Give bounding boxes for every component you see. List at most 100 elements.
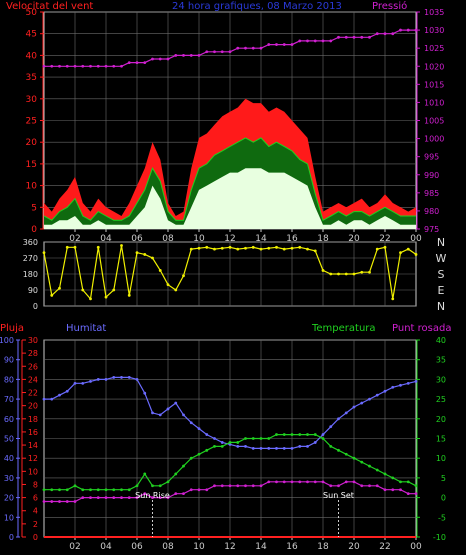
temperature-point — [197, 452, 201, 456]
wind-direction-point — [251, 245, 255, 249]
wind-direction-point — [120, 244, 123, 247]
temperature-point — [213, 444, 216, 448]
temperature-y-axis: -10 -5 0 5 10 15 20 25 30 35 40 — [416, 336, 446, 542]
humidity-point — [73, 381, 77, 385]
dewpoint-point — [151, 496, 154, 499]
x-tick-label: 00 — [410, 542, 422, 552]
humidity-point — [158, 413, 162, 417]
wind-tick-label: 25 — [26, 117, 37, 127]
temperature-point — [81, 488, 85, 492]
temperature-tick-label: 5 — [441, 474, 446, 483]
temperature-point — [174, 472, 178, 476]
x-tick-label: 02 — [69, 234, 80, 244]
direction-tick-label: 270 — [23, 254, 38, 263]
pressure-point — [383, 32, 387, 36]
dewpoint-point — [251, 484, 255, 488]
pressure-point — [42, 64, 46, 68]
dewpoint-point — [244, 484, 247, 488]
dewpoint-point — [96, 496, 100, 499]
pressure-point — [205, 50, 209, 54]
pressure-point — [135, 61, 139, 65]
dewpoint-point — [275, 480, 278, 484]
wind-direction-point — [151, 256, 154, 260]
pressure-tick-label: 975 — [424, 225, 439, 234]
temperature-point — [282, 433, 286, 436]
x-tick-label: 12 — [224, 542, 235, 552]
wind-y-axis: 0 5 10 15 20 25 30 35 40 45 50 — [26, 8, 44, 235]
wind-direction-point — [135, 251, 139, 255]
temperature-tick-label: 40 — [436, 336, 446, 345]
humidity-tick-label: 30 — [4, 474, 14, 483]
pressure-point — [158, 57, 162, 61]
pressure-point — [391, 32, 395, 36]
wind-direction-point — [329, 272, 333, 276]
dewpoint-point — [89, 496, 92, 499]
pressure-point — [81, 64, 85, 68]
compass-label: W — [436, 252, 447, 265]
wind-direction-point — [344, 272, 348, 276]
pressure-point — [375, 32, 379, 36]
temperature-point — [414, 484, 418, 488]
dewpoint-point — [50, 500, 54, 503]
wind-x-axis: 02 04 06 08 10 12 14 16 18 20 22 00 — [69, 229, 422, 244]
pressure-point — [267, 43, 271, 46]
wind-direction-point — [65, 245, 69, 249]
pressure-axis-title: Pressió — [372, 0, 407, 12]
temperature-point — [306, 433, 309, 436]
wind-tick-label: 20 — [26, 138, 38, 148]
humidity-point — [360, 401, 364, 405]
rain-label: Pluja — [0, 323, 24, 334]
humidity-tick-label: 60 — [4, 415, 14, 424]
humidity-tick-label: 10 — [4, 513, 14, 522]
compass-label: S — [438, 268, 445, 281]
pressure-point — [251, 46, 255, 50]
temperature-point — [182, 464, 185, 468]
temperature-point — [151, 484, 154, 488]
dewpoint-point — [383, 488, 387, 492]
x-tick-label: 16 — [286, 234, 298, 244]
humidity-tick-label: 20 — [4, 494, 14, 503]
x-tick-label: 10 — [193, 234, 205, 244]
pressure-point — [399, 28, 402, 32]
temperature-point — [96, 488, 100, 492]
wind-direction-point — [267, 246, 271, 250]
x-tick-label: 04 — [100, 542, 112, 552]
dewpoint-point — [337, 484, 340, 488]
pressure-y-axis: 975 980 985 990 995 1000 1005 1010 1015 1020 1025 1… — [416, 8, 444, 234]
x-tick-label: 22 — [379, 542, 390, 552]
x-tick-label: 16 — [286, 542, 298, 552]
wind-average-line — [43, 137, 416, 222]
pressure-point — [259, 46, 263, 50]
humidity-point — [58, 393, 61, 397]
rain-tick-label: 12 — [28, 454, 38, 463]
pressure-point — [344, 35, 348, 39]
wind-direction-point — [189, 247, 193, 251]
dewpoint-point — [189, 488, 193, 492]
humidity-point — [96, 378, 100, 381]
wind-direction-point — [158, 269, 162, 272]
pressure-tick-label: 1015 — [424, 80, 444, 89]
humidity-point — [197, 427, 201, 431]
pressure-point — [197, 54, 201, 57]
pressure-tick-label: 980 — [424, 207, 439, 216]
rain-tick-label: 22 — [28, 389, 38, 398]
temperature-point — [383, 472, 387, 476]
x-tick-label: 02 — [69, 542, 80, 552]
humidity-point — [414, 379, 418, 383]
temperature-point — [65, 488, 69, 492]
wind-direction-point — [414, 253, 418, 256]
humidity-point — [306, 444, 309, 448]
rain-tick-label: 10 — [28, 467, 38, 476]
wind-direction-point — [368, 270, 371, 274]
humidity-point — [313, 441, 317, 444]
x-tick-label: 04 — [100, 234, 112, 244]
rain-tick-label: 18 — [28, 415, 38, 424]
x-tick-label: 12 — [224, 234, 235, 244]
wind-tick-label: 50 — [26, 8, 38, 18]
dewpoint-point — [58, 500, 61, 503]
pressure-tick-label: 985 — [424, 189, 439, 198]
dewpoint-point — [158, 496, 162, 499]
